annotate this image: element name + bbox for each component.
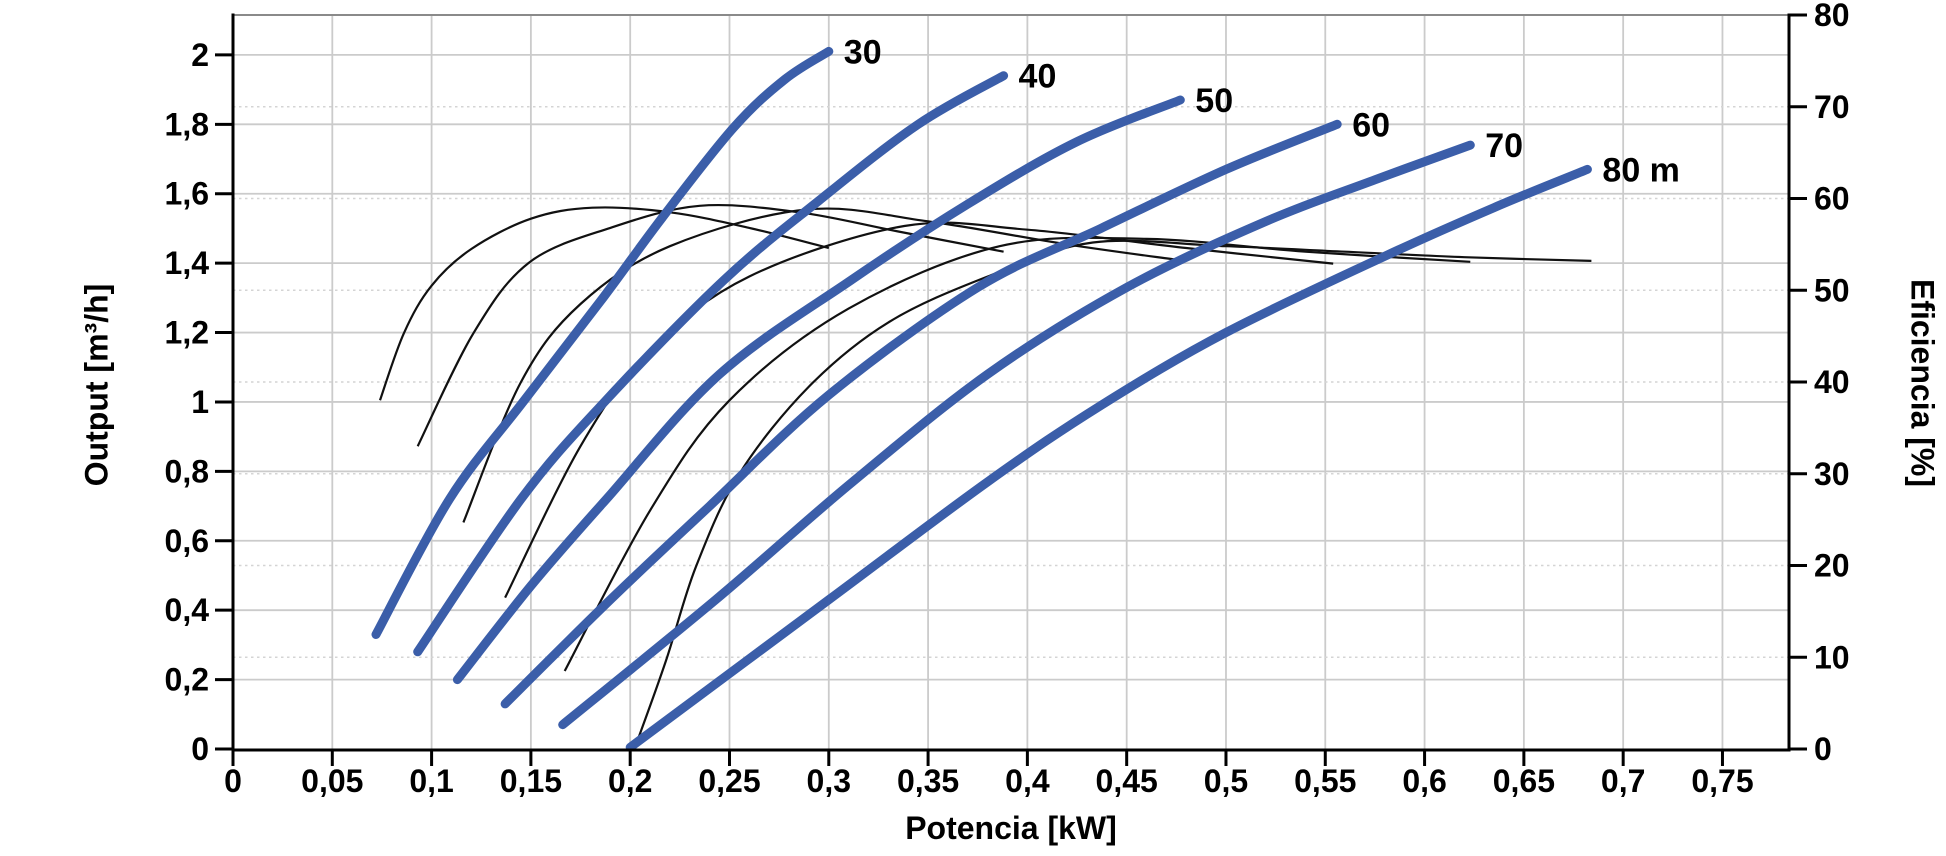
x-tick-label: 0,05 [301,763,363,799]
efficiency-curve-50 [462,207,1179,523]
pump-curve-label-80: 80 m [1602,151,1680,189]
pump-curve-label-50: 50 [1195,82,1233,120]
x-tick-label: 0,15 [500,763,562,799]
pump-curve-50 [452,95,1185,685]
y-right-tick-label: 50 [1814,272,1850,308]
y-left-tick-label: 1 [191,384,209,420]
y-right-tick-label: 20 [1814,548,1850,584]
efficiency-curve-60 [504,221,1334,599]
x-tick-label: 0,55 [1294,763,1356,799]
pump-curve-label-70: 70 [1485,127,1523,165]
efficiency-curve-40 [416,203,1004,447]
x-tick-label: 0,5 [1204,763,1248,799]
y-left-tick-label: 0 [191,731,209,767]
y-right-tick-label: 40 [1814,364,1850,400]
efficiency-curve-70 [563,236,1471,672]
pump-curve-label-60: 60 [1352,106,1390,144]
y-right-tick-label: 0 [1814,731,1832,767]
x-axis-title: Potencia [kW] [905,810,1117,846]
efficiency-curve-30 [378,206,830,401]
pump-curve-label-30: 30 [844,33,882,71]
y-axis-title-left: Output [m³/h] [78,283,115,487]
pump-curve-40 [413,71,1009,657]
x-tick-label: 0,1 [409,763,453,799]
y-right-tick-label: 80 [1814,0,1850,33]
y-left-tick-label: 0,8 [165,453,209,489]
pump-curve-30 [371,46,834,639]
x-tick-label: 0,75 [1691,763,1753,799]
x-tick-label: 0,65 [1493,763,1555,799]
pump-curve-60 [500,119,1342,709]
pump-curve-70 [558,140,1475,730]
x-tick-label: 0,25 [698,763,760,799]
y-right-tick-label: 10 [1814,639,1850,675]
efficiency-curve-80 [635,239,1592,745]
y-axis-title-right: Eficiencia [%] [1904,278,1941,488]
y-left-tick-label: 0,4 [165,592,210,628]
y-left-tick-label: 1,8 [165,106,209,142]
x-tick-label: 0,35 [897,763,959,799]
x-tick-label: 0,4 [1005,763,1050,799]
pump-curve-label-40: 40 [1019,58,1057,96]
y-left-tick-label: 1,6 [165,176,209,212]
y-left-tick-label: 2 [191,37,209,73]
y-left-tick-label: 0,6 [165,523,209,559]
x-tick-label: 0,3 [807,763,851,799]
x-tick-label: 0,7 [1601,763,1645,799]
y-left-tick-label: 1,4 [165,245,210,281]
x-tick-label: 0,6 [1402,763,1446,799]
y-left-tick-label: 1,2 [165,315,209,351]
pump-curve-80 [625,164,1592,752]
y-left-tick-label: 0,2 [165,662,209,698]
x-tick-label: 0 [224,763,242,799]
y-right-tick-label: 30 [1814,456,1850,492]
x-tick-label: 0,2 [608,763,652,799]
x-tick-label: 0,45 [1096,763,1158,799]
y-right-tick-label: 60 [1814,181,1850,217]
y-right-tick-label: 70 [1814,89,1850,125]
